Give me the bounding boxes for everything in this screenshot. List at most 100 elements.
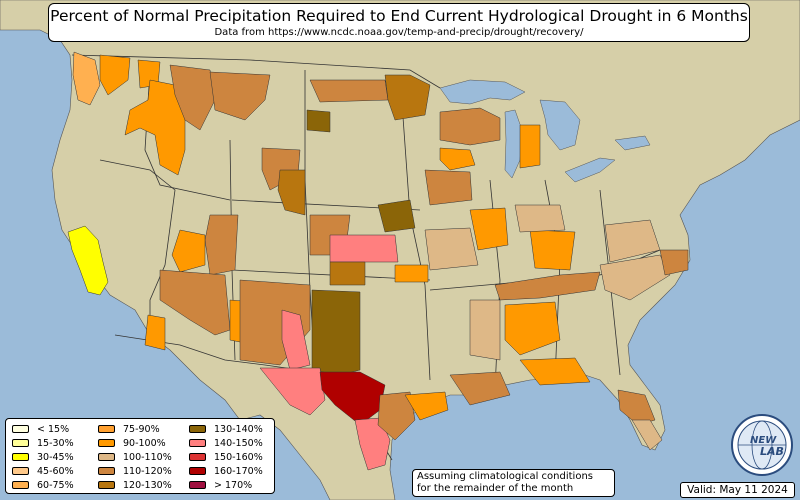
legend-item: > 170% <box>189 478 263 492</box>
region-mississippi <box>504 301 561 356</box>
region-iowa <box>424 169 473 206</box>
newlab-logo: NEW LAB <box>731 414 793 476</box>
legend-swatch <box>98 467 115 475</box>
assumption-note: Assuming climatological conditions for t… <box>412 469 615 497</box>
region-montana-central <box>209 71 271 121</box>
legend-item: 150-160% <box>189 450 263 464</box>
legend-label: 110-120% <box>123 465 172 477</box>
legend-label: 15-30% <box>37 437 74 449</box>
region-west-texas <box>259 367 326 416</box>
legend-label: 130-140% <box>214 423 263 435</box>
legend-label: 90-100% <box>123 437 166 449</box>
lake-michigan <box>504 109 523 179</box>
legend-label: 160-170% <box>214 465 263 477</box>
region-utah-nevada-east <box>204 214 239 276</box>
border-canada <box>71 54 441 89</box>
legend-swatch <box>12 439 29 447</box>
legend-item: 60-75% <box>12 478 74 492</box>
region-texas-coast <box>404 391 449 421</box>
logo-text-bottom: LAB <box>760 445 784 458</box>
legend-label: 30-45% <box>37 451 74 463</box>
legend-label: 100-110% <box>123 451 172 463</box>
drought-regions <box>67 51 689 471</box>
region-carolinas <box>599 254 671 301</box>
legend-swatch <box>98 439 115 447</box>
region-east-texas <box>377 391 416 441</box>
region-florida-south <box>631 419 663 451</box>
legend-item: 130-140% <box>189 422 263 436</box>
region-wisconsin <box>439 147 476 171</box>
lake-ontario <box>614 135 651 151</box>
region-michigan-upper <box>439 107 501 146</box>
region-montana-west <box>169 64 216 131</box>
legend-item: 140-150% <box>189 436 263 450</box>
region-washington-coast <box>72 51 101 106</box>
region-louisiana <box>449 371 511 406</box>
region-kentucky <box>529 229 576 271</box>
legend-label: < 15% <box>37 423 70 435</box>
legend: < 15% 15-30% 30-45% 45-60% 60-75% 75-90%… <box>5 418 275 494</box>
region-indiana-ohio <box>514 204 566 233</box>
legend-column-2: 75-90% 90-100% 100-110% 110-120% 120-130… <box>98 422 172 492</box>
legend-item: 100-110% <box>98 450 172 464</box>
legend-item: 75-90% <box>98 422 172 436</box>
legend-label: 45-60% <box>37 465 74 477</box>
legend-column-3: 130-140% 140-150% 150-160% 160-170% > 17… <box>189 422 263 492</box>
region-central-texas <box>319 371 386 426</box>
region-washington-cascades <box>99 54 131 96</box>
legend-swatch <box>12 467 29 475</box>
legend-label: 150-160% <box>214 451 263 463</box>
valid-date: Valid: May 11 2024 <box>680 482 795 498</box>
note-line-1: Assuming climatological conditions <box>417 471 593 482</box>
region-nebraska-east <box>377 199 416 233</box>
region-wyoming-south <box>277 169 306 216</box>
region-arizona <box>159 269 231 336</box>
legend-swatch <box>189 467 206 475</box>
legend-item: 15-30% <box>12 436 74 450</box>
region-gulf-coast <box>519 357 591 386</box>
region-kansas-west <box>329 234 399 263</box>
region-oklahoma-north <box>394 264 429 283</box>
legend-item: < 15% <box>12 422 74 436</box>
lake-superior <box>439 79 526 105</box>
region-california-central-valley <box>67 225 109 296</box>
great-lakes <box>439 79 651 183</box>
map-title: Percent of Normal Precipitation Required… <box>50 7 748 25</box>
legend-swatch <box>12 425 29 433</box>
legend-swatch <box>12 481 29 489</box>
legend-swatch <box>189 481 206 489</box>
legend-swatch <box>12 453 29 461</box>
note-line-2: for the remainder of the month <box>417 483 574 494</box>
lake-huron <box>539 99 581 151</box>
border-central-4 <box>399 74 431 381</box>
legend-label: > 170% <box>214 479 253 491</box>
region-kansas-south <box>329 261 366 286</box>
lake-erie <box>564 157 616 183</box>
legend-label: 60-75% <box>37 479 74 491</box>
region-new-mexico-east <box>311 289 361 376</box>
legend-swatch <box>98 481 115 489</box>
legend-swatch <box>98 425 115 433</box>
legend-label: 120-130% <box>123 479 172 491</box>
legend-item: 110-120% <box>98 464 172 478</box>
map-subtitle: Data from https://www.ncdc.noaa.gov/temp… <box>214 27 584 38</box>
region-new-mexico-south <box>281 309 311 371</box>
region-nevada-central <box>171 229 206 273</box>
logo-text-top: NEW <box>750 435 777 446</box>
region-alabama <box>469 299 501 361</box>
legend-swatch <box>189 425 206 433</box>
region-michigan-lower <box>519 124 541 169</box>
legend-item: 160-170% <box>189 464 263 478</box>
border-west-2 <box>99 159 176 335</box>
region-south-dakota-west <box>306 109 331 133</box>
region-illinois <box>469 207 509 251</box>
legend-label: 140-150% <box>214 437 263 449</box>
legend-item: 30-45% <box>12 450 74 464</box>
legend-swatch <box>189 439 206 447</box>
region-virginia <box>604 219 661 263</box>
region-north-dakota <box>309 79 389 103</box>
legend-swatch <box>189 453 206 461</box>
legend-item: 45-60% <box>12 464 74 478</box>
